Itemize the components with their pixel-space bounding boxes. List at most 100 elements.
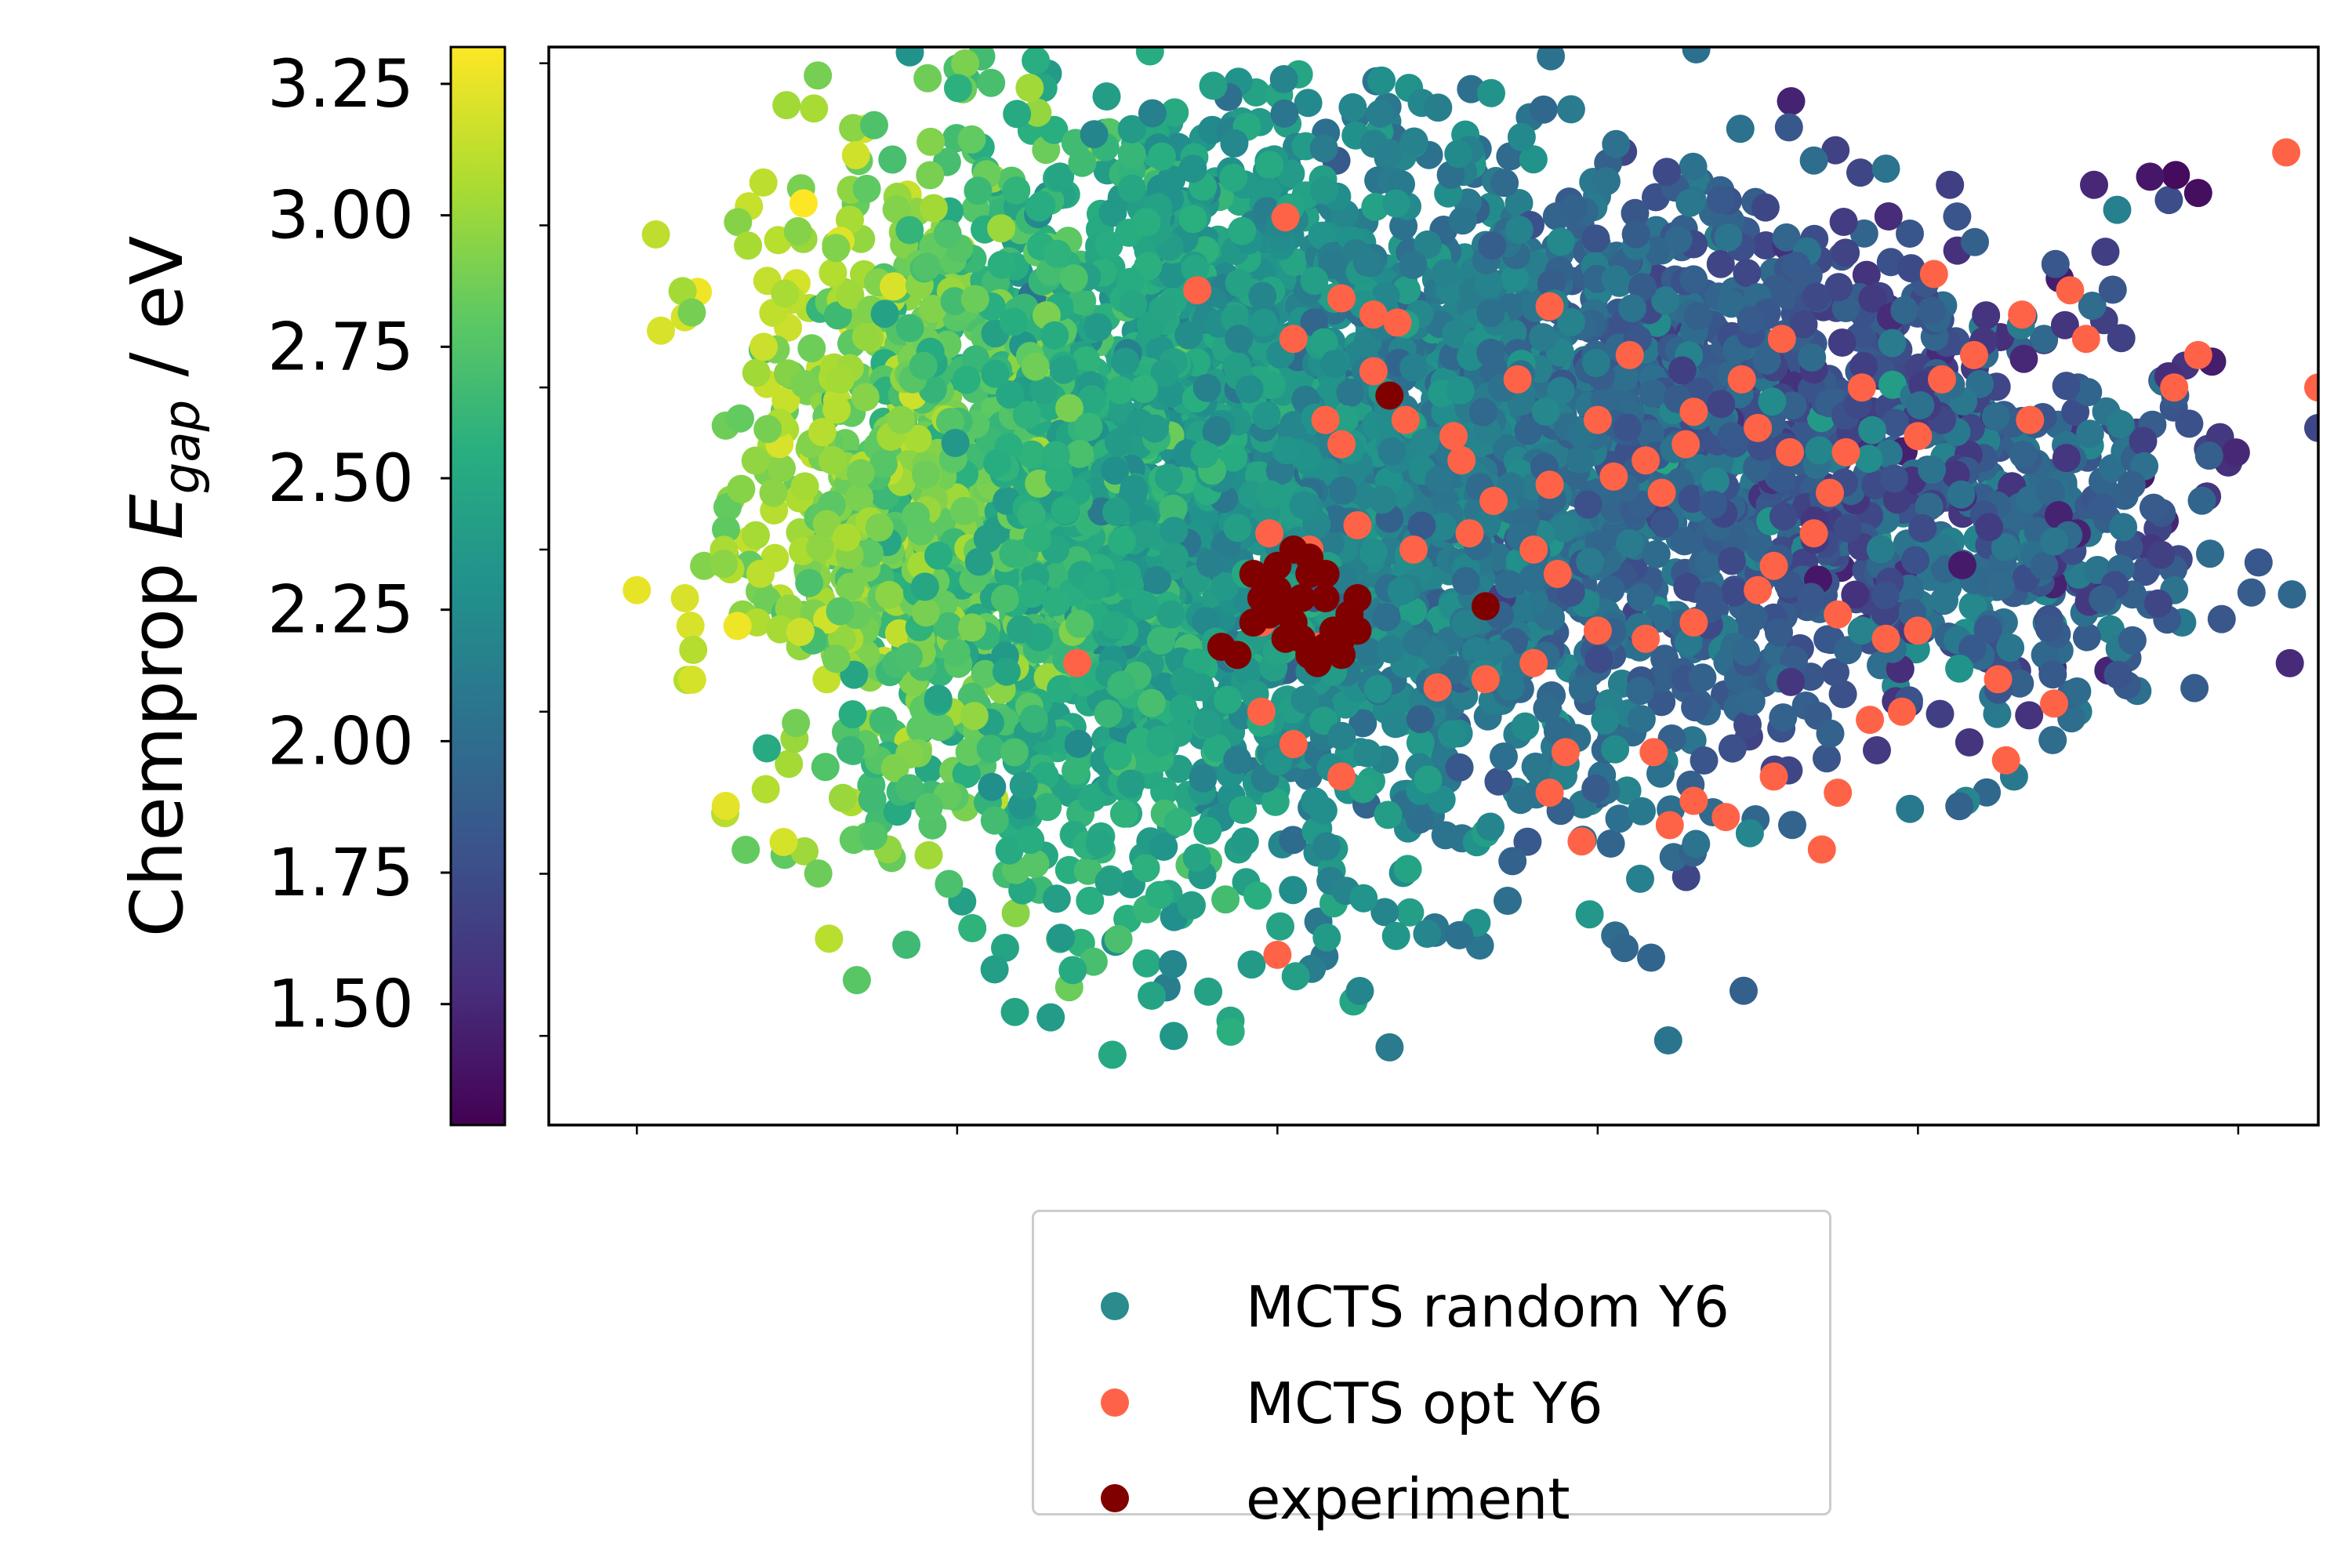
random-y6-point	[1105, 428, 1133, 457]
random-y6-point	[1047, 924, 1076, 953]
random-y6-point	[1216, 1018, 1245, 1046]
random-y6-point	[918, 295, 947, 323]
random-y6-point	[1147, 626, 1175, 655]
random-y6-point	[1601, 265, 1630, 294]
random-y6-point	[1094, 699, 1123, 728]
random-y6-point	[2106, 410, 2135, 438]
random-y6-point	[1628, 797, 1656, 826]
random-y6-point	[1947, 480, 1976, 509]
random-y6-point	[1610, 362, 1639, 391]
random-y6-point	[679, 635, 708, 664]
random-y6-point	[1160, 1022, 1189, 1051]
random-y6-point	[1639, 379, 1668, 408]
random-y6-point	[1581, 224, 1610, 253]
random-y6-point	[822, 234, 851, 263]
random-y6-point	[1229, 796, 1258, 824]
random-y6-point	[875, 580, 904, 609]
random-y6-point	[1051, 495, 1080, 524]
random-y6-point	[1557, 307, 1585, 336]
random-y6-point	[1601, 735, 1630, 764]
random-y6-point	[1582, 349, 1610, 377]
random-y6-point	[1203, 416, 1232, 445]
random-y6-point	[1506, 786, 1535, 815]
random-y6-point	[1878, 370, 1907, 399]
random-y6-point	[1765, 618, 1793, 647]
random-y6-point	[1424, 93, 1453, 122]
random-y6-point	[1363, 674, 1392, 703]
random-y6-point	[1439, 655, 1468, 684]
random-y6-point	[1973, 615, 2002, 644]
random-y6-point	[1478, 231, 1507, 260]
random-y6-point	[1073, 856, 1102, 885]
random-y6-point	[1117, 114, 1146, 143]
random-y6-point	[1494, 887, 1522, 915]
random-y6-point	[1475, 270, 1503, 299]
random-y6-point	[1650, 509, 1679, 538]
random-y6-point	[1312, 832, 1341, 861]
random-y6-point	[1769, 502, 1798, 531]
random-y6-point	[2030, 551, 2059, 580]
random-y6-point	[1816, 719, 1845, 748]
random-y6-point	[1355, 637, 1383, 666]
random-y6-point	[1896, 794, 1925, 823]
random-y6-point	[1961, 227, 1989, 256]
random-y6-point	[1381, 189, 1410, 218]
random-y6-point	[1393, 855, 1422, 884]
random-y6-point	[804, 61, 833, 90]
random-y6-point	[622, 575, 652, 604]
random-y6-point	[1519, 145, 1548, 174]
random-y6-point	[1682, 829, 1711, 858]
random-y6-point	[1182, 844, 1211, 872]
random-y6-point	[2015, 701, 2044, 730]
random-y6-point	[750, 332, 779, 361]
random-y6-point	[909, 351, 938, 380]
random-y6-point	[1628, 273, 1657, 302]
random-y6-point	[1637, 943, 1665, 972]
random-y6-point	[2038, 660, 2067, 689]
random-y6-point	[952, 365, 981, 394]
random-y6-point	[1160, 517, 1189, 546]
random-y6-point	[1077, 385, 1106, 414]
random-y6-point	[1496, 672, 1525, 701]
random-y6-point	[1279, 876, 1308, 905]
random-y6-point	[870, 299, 899, 328]
random-y6-point	[1730, 976, 1758, 1005]
random-y6-point	[1854, 445, 1883, 474]
random-y6-point	[1444, 140, 1473, 169]
random-y6-point	[1626, 583, 1655, 612]
random-y6-point	[1642, 539, 1671, 568]
random-y6-point	[2196, 539, 2224, 568]
random-y6-point	[1772, 223, 1801, 252]
random-y6-point	[1991, 532, 2020, 561]
random-y6-point	[1591, 706, 1620, 735]
random-y6-point	[895, 314, 924, 343]
random-y6-point	[1045, 463, 1073, 492]
random-y6-point	[964, 547, 993, 576]
random-y6-point	[1033, 793, 1062, 822]
random-y6-point	[2136, 162, 2165, 191]
random-y6-point	[1308, 796, 1338, 825]
random-y6-point	[795, 568, 824, 597]
random-y6-point	[1042, 884, 1071, 913]
random-y6-point	[912, 460, 940, 489]
random-y6-point	[1116, 267, 1145, 296]
random-y6-point	[944, 74, 972, 103]
random-y6-point	[903, 424, 932, 453]
random-y6-point	[1017, 500, 1046, 529]
random-y6-point	[836, 281, 865, 310]
random-y6-point	[1228, 216, 1257, 245]
random-y6-point	[1717, 289, 1746, 318]
random-y6-point	[1258, 371, 1287, 400]
random-y6-point	[935, 869, 964, 898]
random-y6-point	[951, 49, 980, 78]
random-y6-point	[1537, 47, 1566, 71]
random-y6-point	[1266, 912, 1294, 941]
random-y6-point	[1930, 586, 1958, 615]
colorbar-tick-label: 2.25	[267, 572, 414, 648]
random-y6-point	[976, 734, 1005, 763]
random-y6-point	[1596, 829, 1625, 858]
random-y6-point	[1636, 419, 1664, 448]
random-y6-point	[1256, 480, 1285, 509]
random-y6-point	[1849, 351, 1878, 380]
random-y6-point	[1249, 308, 1278, 337]
